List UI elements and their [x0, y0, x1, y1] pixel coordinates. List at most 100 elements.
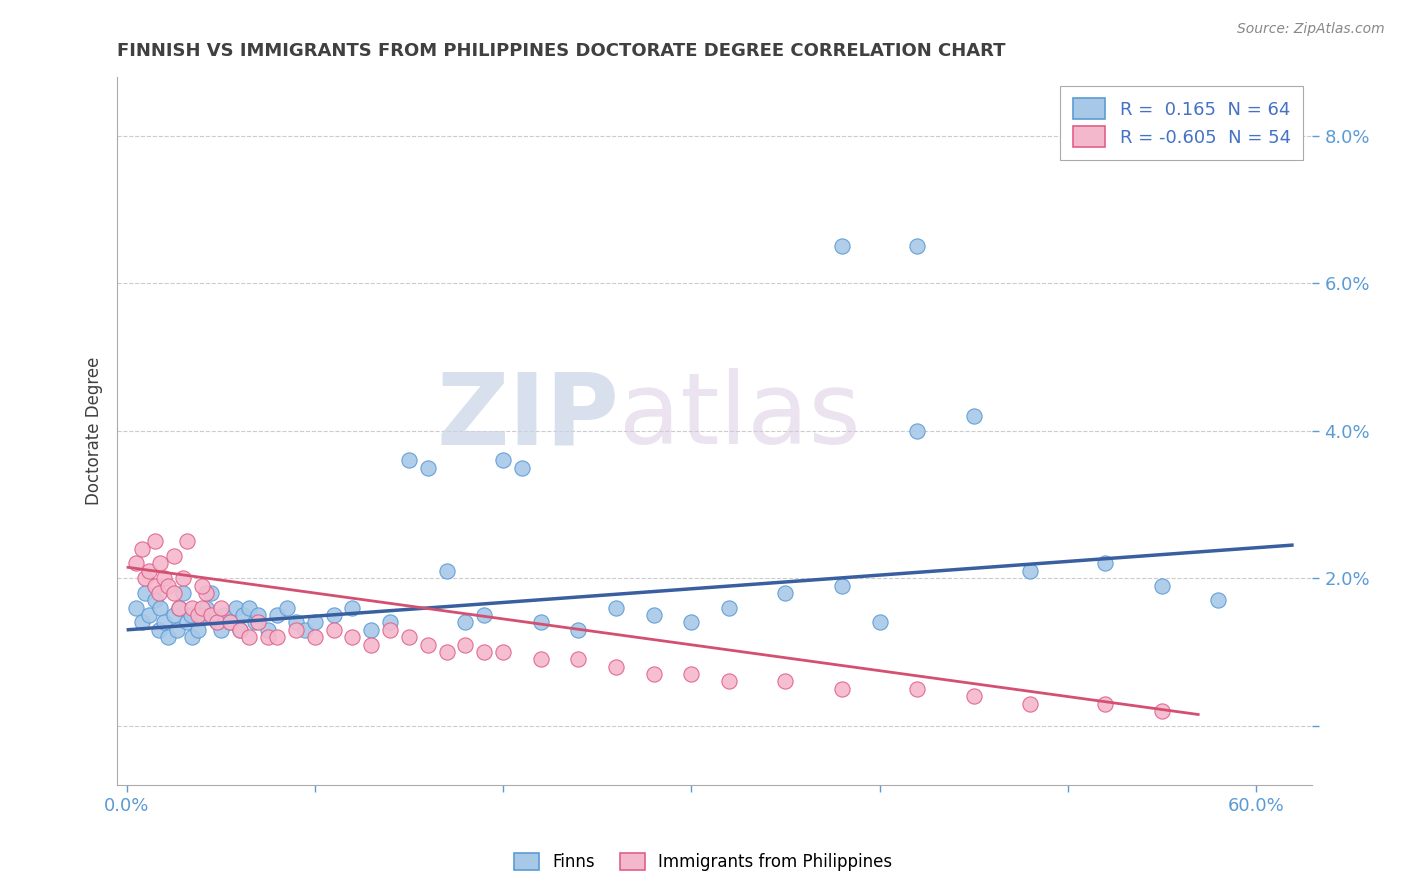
Point	[143, 593, 166, 607]
Point	[510, 460, 533, 475]
Point	[436, 645, 458, 659]
Point	[963, 690, 986, 704]
Y-axis label: Doctorate Degree: Doctorate Degree	[86, 357, 103, 505]
Point	[149, 557, 172, 571]
Point	[148, 623, 170, 637]
Point	[304, 615, 326, 630]
Point	[492, 453, 515, 467]
Point	[643, 667, 665, 681]
Point	[285, 623, 308, 637]
Point	[831, 239, 853, 253]
Point	[138, 564, 160, 578]
Point	[905, 424, 928, 438]
Point	[831, 578, 853, 592]
Point	[905, 239, 928, 253]
Text: FINNISH VS IMMIGRANTS FROM PHILIPPINES DOCTORATE DEGREE CORRELATION CHART: FINNISH VS IMMIGRANTS FROM PHILIPPINES D…	[117, 42, 1005, 60]
Point	[1150, 578, 1173, 592]
Point	[163, 549, 186, 563]
Point	[131, 615, 153, 630]
Point	[472, 608, 495, 623]
Point	[492, 645, 515, 659]
Point	[200, 608, 222, 623]
Point	[775, 674, 797, 689]
Point	[194, 586, 217, 600]
Point	[209, 600, 232, 615]
Point	[225, 600, 247, 615]
Point	[138, 608, 160, 623]
Point	[209, 623, 232, 637]
Legend: Finns, Immigrants from Philippines: Finns, Immigrants from Philippines	[506, 845, 900, 880]
Point	[180, 608, 202, 623]
Point	[219, 615, 242, 630]
Point	[187, 608, 209, 623]
Point	[205, 615, 228, 630]
Point	[169, 600, 191, 615]
Point	[1094, 697, 1116, 711]
Point	[378, 615, 401, 630]
Point	[276, 600, 298, 615]
Point	[869, 615, 891, 630]
Point	[169, 600, 191, 615]
Text: atlas: atlas	[619, 368, 860, 465]
Point	[143, 578, 166, 592]
Point	[148, 586, 170, 600]
Point	[149, 600, 172, 615]
Point	[605, 659, 627, 673]
Point	[266, 608, 288, 623]
Point	[567, 623, 589, 637]
Point	[238, 630, 260, 644]
Point	[681, 667, 703, 681]
Point	[1150, 704, 1173, 718]
Point	[1019, 564, 1042, 578]
Point	[378, 623, 401, 637]
Point	[1094, 557, 1116, 571]
Point	[256, 630, 278, 644]
Point	[360, 638, 382, 652]
Point	[187, 623, 209, 637]
Point	[567, 652, 589, 666]
Point	[214, 608, 236, 623]
Point	[398, 453, 420, 467]
Point	[342, 630, 364, 644]
Point	[200, 586, 222, 600]
Point	[181, 600, 204, 615]
Point	[228, 623, 250, 637]
Point	[176, 615, 198, 630]
Point	[153, 571, 176, 585]
Point	[156, 630, 179, 644]
Point	[156, 578, 179, 592]
Point	[194, 600, 217, 615]
Point	[717, 674, 740, 689]
Point	[963, 409, 986, 423]
Point	[163, 608, 186, 623]
Point	[530, 615, 553, 630]
Point	[181, 630, 204, 644]
Point	[191, 608, 214, 623]
Point	[143, 534, 166, 549]
Text: ZIP: ZIP	[436, 368, 619, 465]
Point	[717, 600, 740, 615]
Point	[256, 623, 278, 637]
Point	[360, 623, 382, 637]
Point	[125, 557, 148, 571]
Point	[247, 608, 270, 623]
Legend: R =  0.165  N = 64, R = -0.605  N = 54: R = 0.165 N = 64, R = -0.605 N = 54	[1060, 86, 1303, 160]
Point	[436, 564, 458, 578]
Point	[163, 586, 186, 600]
Point	[266, 630, 288, 644]
Point	[247, 615, 270, 630]
Point	[472, 645, 495, 659]
Point	[1019, 697, 1042, 711]
Point	[232, 608, 254, 623]
Point	[342, 600, 364, 615]
Point	[285, 615, 308, 630]
Point	[416, 460, 439, 475]
Point	[238, 600, 260, 615]
Point	[219, 615, 242, 630]
Point	[205, 615, 228, 630]
Point	[530, 652, 553, 666]
Point	[322, 608, 344, 623]
Point	[125, 600, 148, 615]
Point	[304, 630, 326, 644]
Point	[134, 571, 156, 585]
